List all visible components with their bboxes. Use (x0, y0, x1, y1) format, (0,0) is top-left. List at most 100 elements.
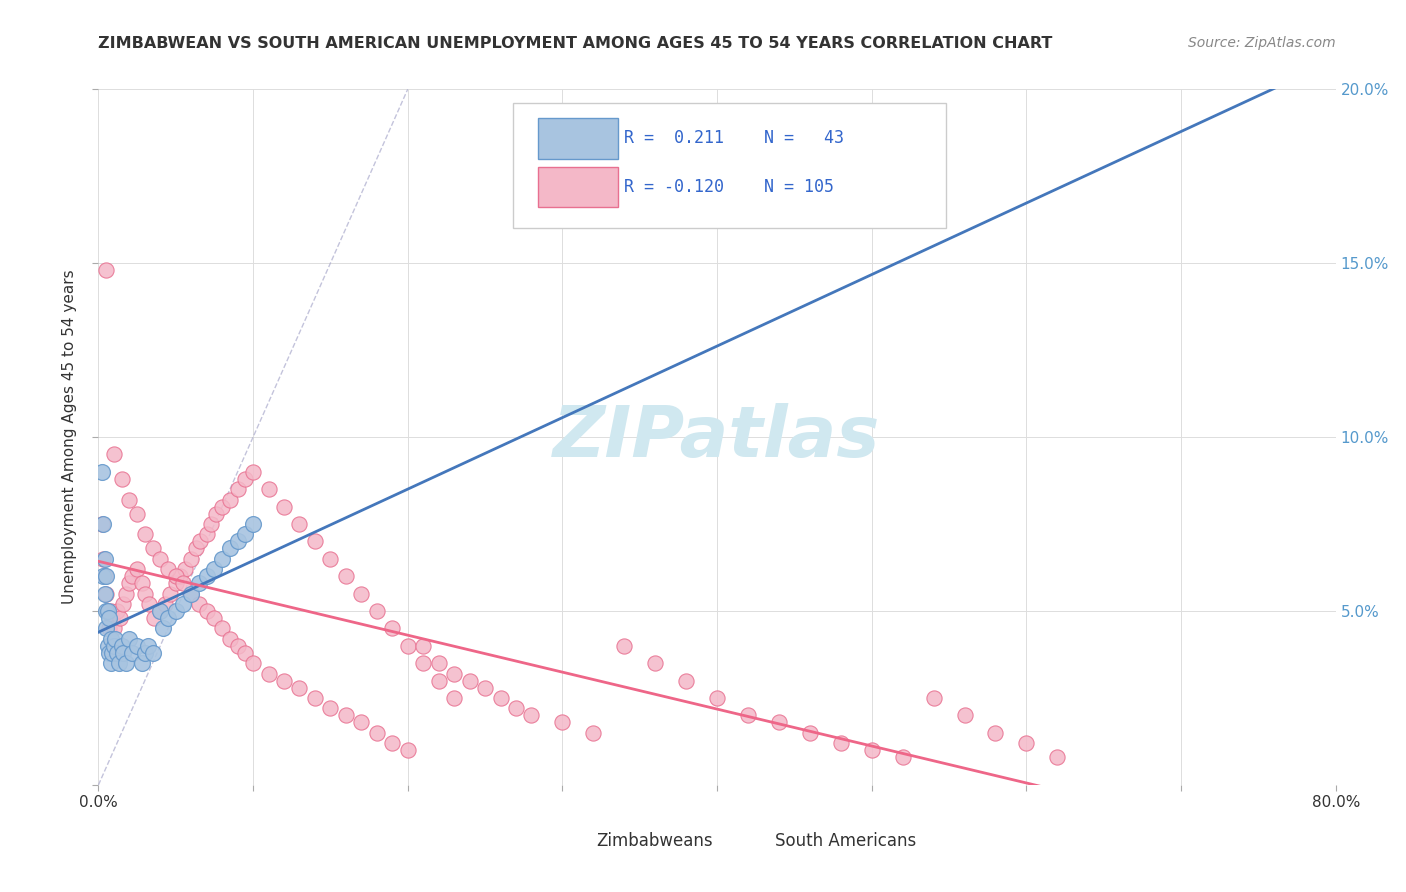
Point (582, 726, 605, 740)
Point (127, 562, 149, 576)
Point (304, 534, 326, 549)
Point (180, 587, 202, 601)
Point (412, 639, 434, 653)
Point (219, 632, 242, 646)
Point (984, 726, 1007, 740)
Point (195, 569, 218, 583)
Point (799, 726, 821, 740)
Point (121, 569, 143, 583)
Point (288, 516, 311, 531)
Point (319, 701, 342, 715)
Point (134, 646, 156, 660)
Point (860, 743, 883, 757)
Point (93, 551, 115, 566)
Point (100, 657, 122, 671)
Point (204, 611, 226, 625)
Point (127, 639, 149, 653)
Point (115, 587, 138, 601)
Point (142, 541, 165, 556)
Point (211, 500, 233, 514)
Point (96, 621, 118, 635)
Point (98, 646, 121, 660)
FancyBboxPatch shape (713, 827, 770, 855)
Point (149, 604, 172, 618)
Point (104, 632, 127, 646)
Point (350, 715, 373, 730)
Point (105, 646, 128, 660)
Point (131, 657, 153, 671)
Point (90, 465, 112, 479)
Point (242, 516, 264, 531)
Point (366, 604, 388, 618)
Point (768, 715, 790, 730)
Point (112, 646, 135, 660)
Point (143, 611, 166, 625)
Point (108, 611, 131, 625)
Point (195, 527, 218, 541)
Point (131, 576, 153, 591)
Point (136, 639, 159, 653)
Point (118, 492, 141, 507)
Point (350, 587, 373, 601)
FancyBboxPatch shape (513, 103, 946, 228)
Point (96, 587, 118, 601)
Point (706, 690, 728, 705)
Point (90, 516, 112, 531)
Point (115, 657, 138, 671)
Point (91, 551, 114, 566)
Point (273, 673, 295, 688)
Point (551, 715, 574, 730)
Point (103, 447, 125, 462)
Point (219, 492, 242, 507)
Point (134, 527, 156, 541)
Point (188, 576, 211, 591)
Point (93, 569, 115, 583)
Point (190, 534, 212, 549)
Point (91, 516, 114, 531)
Text: R =  0.211    N =   43: R = 0.211 N = 43 (624, 129, 844, 147)
Point (100, 632, 122, 646)
Point (93, 587, 115, 601)
Text: ZIPatlas: ZIPatlas (554, 402, 880, 472)
Point (100, 604, 122, 618)
Text: Source: ZipAtlas.com: Source: ZipAtlas.com (1188, 36, 1336, 50)
Point (169, 569, 191, 583)
Point (118, 632, 141, 646)
Point (112, 597, 135, 611)
Point (96, 604, 118, 618)
Point (489, 690, 512, 705)
Point (891, 750, 914, 764)
Point (613, 639, 636, 653)
Point (142, 646, 165, 660)
FancyBboxPatch shape (537, 119, 619, 159)
Point (97, 639, 120, 653)
Point (396, 639, 419, 653)
Point (157, 611, 180, 625)
Point (427, 657, 450, 671)
Point (922, 690, 945, 705)
Point (138, 597, 160, 611)
Point (226, 482, 249, 496)
FancyBboxPatch shape (537, 167, 619, 208)
Point (105, 604, 128, 618)
Point (195, 604, 218, 618)
Point (211, 621, 233, 635)
Point (107, 657, 129, 671)
Point (153, 597, 176, 611)
Point (165, 604, 187, 618)
Point (97, 604, 120, 618)
Point (111, 472, 134, 486)
Point (505, 701, 527, 715)
Point (273, 500, 295, 514)
Point (91, 569, 114, 583)
Point (205, 507, 228, 521)
Point (111, 639, 134, 653)
Point (219, 541, 242, 556)
Point (1046, 750, 1069, 764)
Point (149, 604, 172, 618)
Point (118, 576, 141, 591)
Text: South Americans: South Americans (775, 831, 917, 849)
Point (159, 587, 181, 601)
Point (165, 576, 187, 591)
FancyBboxPatch shape (534, 827, 591, 855)
